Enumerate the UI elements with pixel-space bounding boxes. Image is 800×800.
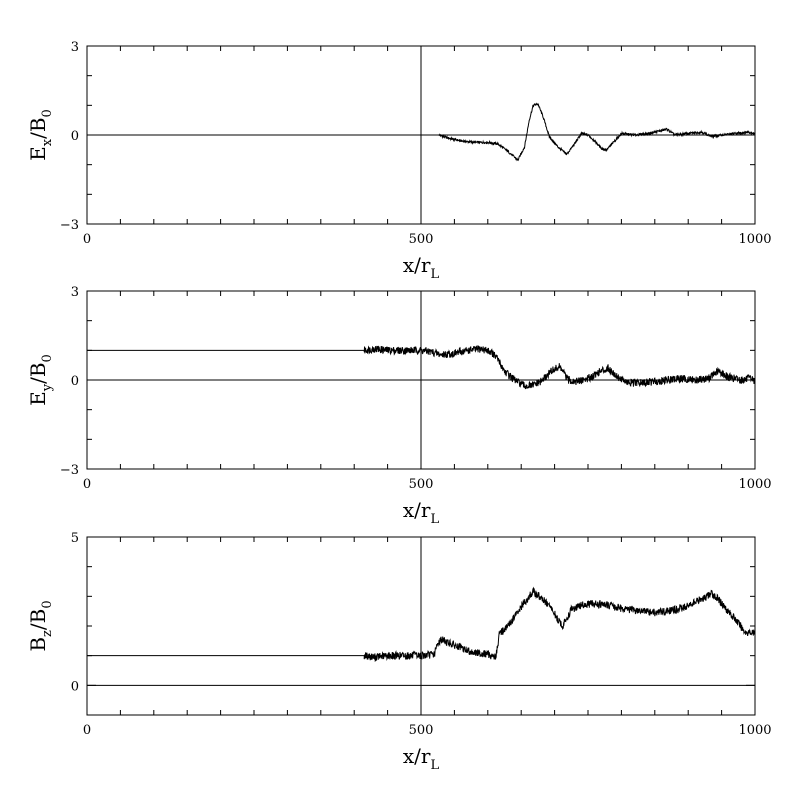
x-axis-title: x/rL <box>403 498 440 527</box>
y-axis-subscript: y <box>40 383 55 392</box>
y-tick-label: −3 <box>60 218 79 233</box>
x-axis-subscript: L <box>430 758 439 773</box>
y-axis-subscript: 0 <box>40 109 55 117</box>
x-tick-label: 0 <box>83 232 91 247</box>
y-tick-label: 3 <box>71 285 79 300</box>
y-axis-title: Ey/B0 <box>26 354 55 406</box>
y-tick-label: 0 <box>71 374 79 389</box>
x-tick-label: 500 <box>409 477 434 492</box>
x-tick-label: 1000 <box>738 232 771 247</box>
x-tick-label: 500 <box>409 723 434 738</box>
y-axis-title: Ex/B0 <box>26 109 55 161</box>
x-axis-subscript: L <box>430 267 439 282</box>
y-axis-mid: /B <box>26 117 50 138</box>
x-axis-title: x/rL <box>403 253 440 282</box>
x-tick-label: 0 <box>83 723 91 738</box>
y-tick-label: 0 <box>71 129 79 144</box>
y-tick-label: 0 <box>71 679 79 694</box>
x-tick-label: 0 <box>83 477 91 492</box>
y-tick-label: 3 <box>71 40 79 55</box>
y-axis-subscript: 0 <box>40 354 55 362</box>
series-line <box>438 102 756 162</box>
y-tick-label: −3 <box>60 463 79 478</box>
y-axis-mid: /B <box>26 609 50 630</box>
y-axis-title: Bz/B0 <box>26 600 55 651</box>
x-axis-subscript: L <box>430 512 439 527</box>
y-axis-mid: /B <box>26 362 50 383</box>
y-axis-main: E <box>26 391 50 406</box>
series-line <box>87 586 756 663</box>
y-axis-subscript: z <box>40 630 55 637</box>
y-axis-subscript: 0 <box>40 600 55 608</box>
series-line <box>87 345 756 390</box>
x-tick-label: 1000 <box>738 477 771 492</box>
y-tick-label: 5 <box>71 531 79 546</box>
x-tick-label: 500 <box>409 232 434 247</box>
y-axis-main: B <box>26 637 50 652</box>
x-axis-title: x/rL <box>403 744 440 773</box>
y-axis-subscript: x <box>40 138 55 146</box>
y-axis-main: E <box>26 146 50 161</box>
x-tick-label: 1000 <box>738 723 771 738</box>
